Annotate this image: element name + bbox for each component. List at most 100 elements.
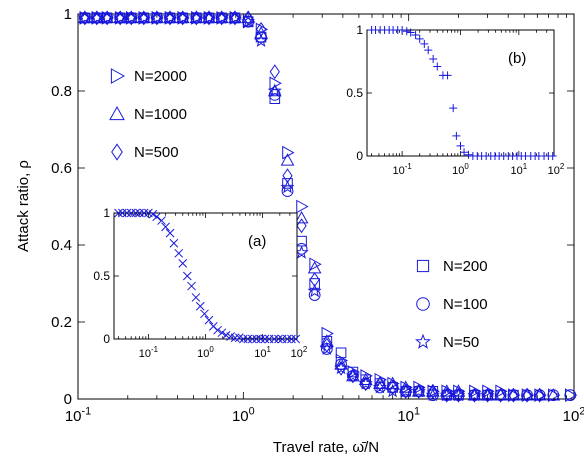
inset-a-label: (a) bbox=[248, 233, 266, 250]
inset-point-x bbox=[148, 209, 158, 219]
point-star bbox=[136, 10, 151, 24]
inset-point-x bbox=[117, 208, 127, 218]
inset-point-x bbox=[238, 334, 248, 344]
point-star bbox=[398, 383, 413, 398]
inset-point-x bbox=[174, 248, 184, 258]
x-tick-label: 100 bbox=[232, 405, 255, 425]
x-tick-label: 102 bbox=[563, 405, 584, 425]
inset-point-plus bbox=[464, 150, 473, 159]
x-axis-title: Travel rate, ω̄/N bbox=[273, 439, 379, 456]
point-star bbox=[451, 387, 466, 402]
inset-b-label: (b) bbox=[508, 50, 526, 67]
inset-point-plus bbox=[433, 62, 442, 71]
point-triangle-up bbox=[334, 357, 348, 370]
point-diamond bbox=[521, 387, 533, 403]
point-star bbox=[385, 383, 400, 398]
inset-point-plus bbox=[443, 71, 452, 80]
inset-point-x bbox=[269, 334, 279, 344]
point-circle bbox=[255, 31, 267, 43]
inset-point-plus bbox=[406, 28, 415, 37]
inset-point-x bbox=[191, 293, 201, 302]
point-star bbox=[345, 368, 360, 382]
point-diamond bbox=[296, 218, 307, 234]
point-star bbox=[439, 387, 454, 402]
y-tick-label: 0.4 bbox=[51, 237, 72, 254]
point-circle bbox=[281, 185, 294, 198]
point-star bbox=[294, 245, 309, 259]
point-square bbox=[335, 347, 347, 359]
inset-y-tick-label: 0.5 bbox=[93, 269, 110, 283]
point-diamond bbox=[495, 387, 506, 403]
point-star bbox=[280, 179, 295, 194]
inset-point-plus bbox=[449, 104, 458, 113]
point-star bbox=[214, 10, 229, 24]
point-circle bbox=[564, 389, 577, 402]
point-star bbox=[189, 10, 204, 24]
inset-point-x bbox=[157, 216, 166, 225]
point-triangle-up bbox=[546, 388, 561, 401]
inset-y-tick-label: 0 bbox=[356, 149, 363, 163]
legend-label: N=50 bbox=[443, 334, 479, 351]
point-square bbox=[374, 378, 386, 389]
point-circle bbox=[521, 389, 533, 402]
point-star bbox=[149, 10, 164, 24]
inset-x-tick-label: 10-1 bbox=[392, 162, 412, 177]
x-tick-label: 101 bbox=[397, 405, 420, 425]
point-diamond bbox=[534, 387, 545, 403]
inset-b-tick-labels: 10-1 100 101 102 0 0.5 1 bbox=[346, 23, 564, 177]
inset-point-x bbox=[287, 334, 296, 344]
point-square bbox=[387, 382, 398, 393]
inset-point-x bbox=[256, 334, 266, 344]
inset-point-x bbox=[126, 208, 136, 218]
legend: N=2000 N=1000 N=500 N=200 N=100 N=50 bbox=[109, 68, 488, 351]
legend-label: N=1000 bbox=[134, 106, 187, 123]
point-star bbox=[372, 380, 387, 394]
inset-point-plus bbox=[452, 131, 461, 140]
point-star bbox=[253, 33, 269, 47]
inset-x-tick-label: 101 bbox=[511, 162, 528, 177]
inset-a-tick-labels: 10-1 100 101 102 0 0.5 1 bbox=[93, 206, 307, 360]
inset-point-x bbox=[135, 208, 144, 218]
legend-marker-triangle-up bbox=[109, 105, 125, 121]
inset-y-tick-label: 0 bbox=[103, 332, 110, 346]
inset-point-plus bbox=[402, 27, 411, 36]
point-square bbox=[360, 374, 372, 386]
point-triangle-up bbox=[520, 388, 534, 401]
point-triangle-right bbox=[282, 145, 295, 160]
inset-point-x bbox=[274, 334, 283, 344]
inset-a-frame bbox=[113, 212, 298, 340]
point-circle bbox=[547, 389, 560, 402]
inset-point-plus bbox=[420, 39, 429, 48]
main-data-markers bbox=[77, 10, 578, 403]
inset-point-plus bbox=[548, 152, 557, 160]
inset-y-tick-label: 0.5 bbox=[346, 86, 363, 100]
point-circle bbox=[335, 358, 347, 371]
point-star bbox=[319, 341, 334, 355]
legend-marker-circle bbox=[416, 297, 430, 311]
point-square bbox=[347, 366, 359, 378]
inset-x-tick-label: 100 bbox=[197, 345, 214, 360]
point-triangle-right bbox=[309, 257, 322, 272]
inset-point-x bbox=[217, 328, 227, 338]
point-star bbox=[425, 387, 440, 402]
point-star bbox=[467, 387, 482, 402]
point-square bbox=[255, 31, 267, 43]
inset-point-x bbox=[195, 301, 205, 311]
y-tick-label: 0 bbox=[64, 391, 72, 408]
inset-point-plus bbox=[456, 141, 465, 150]
point-star bbox=[333, 360, 349, 375]
inset-point-plus bbox=[411, 31, 420, 40]
point-circle bbox=[268, 88, 281, 101]
inset-y-tick-label: 1 bbox=[103, 206, 110, 220]
point-circle bbox=[507, 389, 520, 402]
inset-x-tick-label: 10-1 bbox=[139, 345, 159, 360]
y-tick-label: 0.2 bbox=[51, 314, 72, 331]
point-triangle-up bbox=[294, 211, 309, 224]
inset-x-tick-label: 101 bbox=[254, 345, 271, 360]
main-plot-frame bbox=[77, 13, 575, 400]
point-star bbox=[162, 10, 178, 24]
inset-x-tick-label: 102 bbox=[548, 162, 565, 177]
point-square bbox=[508, 389, 519, 401]
inset-point-x bbox=[131, 208, 141, 218]
